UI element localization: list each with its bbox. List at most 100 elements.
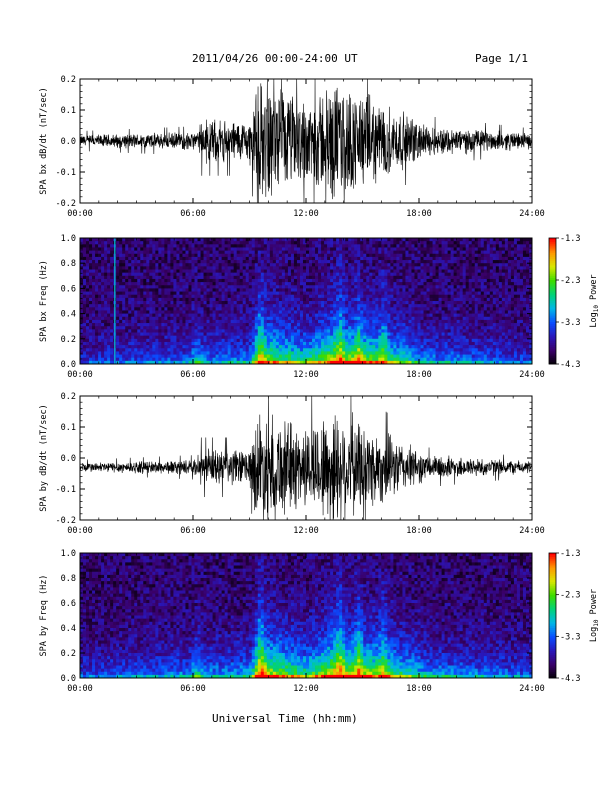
spectrogram-cell [218, 250, 222, 255]
spectrogram-cell [348, 247, 352, 251]
spectrogram-cell [414, 301, 418, 305]
spectrogram-cell [233, 275, 237, 280]
spectrogram-cell [441, 285, 445, 289]
spectrogram-cell [167, 310, 171, 314]
spectrogram-cell [327, 241, 331, 245]
spectrogram-cell [227, 316, 231, 321]
spectrogram-cell [336, 307, 340, 311]
spectrogram-cell [339, 263, 343, 267]
spectrogram-cell [119, 319, 123, 324]
spectrogram-cell [146, 323, 150, 327]
spectrogram-cell [221, 310, 225, 314]
spectrogram-cell [101, 241, 105, 245]
spectrogram-cell [287, 247, 292, 251]
spectrogram-cell [83, 360, 87, 365]
spectrogram-cell [296, 294, 301, 299]
spectrogram-cell [284, 329, 289, 333]
spectrogram-cell [402, 335, 406, 340]
spectrogram-cell [348, 260, 352, 264]
spectrogram-cell [125, 282, 129, 286]
spectrogram-cell [215, 332, 219, 336]
spectrogram-cell [351, 278, 355, 283]
spectrogram-cell [423, 263, 427, 267]
spectrogram-cell [266, 341, 271, 346]
spectrogram-cell [179, 266, 183, 270]
spectrogram-cell [251, 244, 256, 248]
spectrogram-cell [327, 294, 331, 299]
spectrogram-cell [230, 291, 234, 295]
spectrogram-cell [393, 272, 397, 277]
spectrogram-cell [345, 278, 349, 283]
spectrogram-cell [272, 247, 277, 251]
spectrogram-cell [251, 323, 256, 327]
spectrogram-cell [348, 256, 352, 261]
spectrogram-cell [318, 238, 322, 242]
spectrogram-cell [423, 260, 427, 264]
spectrogram-cell [260, 301, 265, 305]
spectrogram-cell [438, 310, 442, 314]
spectrogram-cell [230, 360, 234, 365]
spectrogram-cell [206, 332, 210, 336]
spectrogram-cell [206, 282, 210, 286]
spectrogram-cell [182, 351, 186, 355]
spectrogram-cell [227, 338, 231, 343]
spectrogram-cell [137, 351, 141, 355]
spectrogram-cell [230, 329, 234, 333]
spectrogram-cell [185, 294, 189, 299]
spectrogram-cell [110, 285, 114, 289]
spectrogram-cell [209, 313, 213, 318]
spectrogram-cell [167, 319, 171, 324]
spectrogram-cell [200, 345, 204, 349]
spectrogram-cell [339, 338, 343, 343]
spectrogram-cell [206, 345, 210, 349]
spectrogram-cell [107, 282, 111, 286]
spectrogram-cell [119, 351, 123, 355]
spectrogram-cell [293, 285, 298, 289]
spectrogram-cell [396, 275, 400, 280]
spectrogram-cell [384, 313, 388, 318]
spectrogram-cell [80, 319, 84, 324]
spectrogram-cell [369, 323, 373, 327]
spectrogram-cell [411, 354, 415, 358]
spectrogram-cell [101, 291, 105, 295]
spectrogram-cell [441, 282, 445, 286]
spectrogram-cell [351, 310, 355, 314]
spectrogram-cell [269, 301, 274, 305]
spectrogram-cell [312, 282, 316, 286]
spectrogram-cell [354, 278, 358, 283]
spectrogram-cell [381, 247, 385, 251]
spectrogram-cell [191, 345, 195, 349]
spectrogram-cell [215, 301, 219, 305]
spectrogram-cell [134, 297, 138, 302]
spectrogram-cell [342, 256, 346, 261]
spectrogram-cell [318, 278, 322, 283]
spectrogram-cell [375, 323, 379, 327]
spectrogram-cell [95, 285, 99, 289]
spectrogram-cell [236, 263, 240, 267]
spectrogram-cell [251, 282, 256, 286]
spectrogram-cell [302, 341, 307, 346]
spectrogram-cell [281, 275, 286, 280]
spectrogram-cell [248, 316, 253, 321]
spectrogram-cell [309, 250, 313, 255]
spectrogram-cell [206, 260, 210, 264]
spectrogram-cell [245, 323, 250, 327]
spectrogram-cell [260, 291, 265, 295]
spectrogram-cell [107, 357, 111, 362]
spectrogram-cell [275, 323, 280, 327]
spectrogram-cell [206, 307, 210, 311]
spectrogram-cell [245, 238, 250, 242]
spectrogram-cell [131, 247, 135, 251]
spectrogram-cell [263, 244, 268, 248]
spectrogram-cell [155, 238, 159, 242]
spectrogram-cell [318, 288, 322, 292]
spectrogram-cell [444, 275, 448, 280]
spectrogram-cell [221, 275, 225, 280]
spectrogram-cell [86, 348, 90, 352]
spectrogram-cell [402, 238, 406, 242]
spectrogram-cell [194, 263, 198, 267]
spectrogram-cell [122, 278, 126, 283]
spectrogram-cell [89, 341, 93, 346]
spectrogram-cell [158, 319, 162, 324]
spectrogram-cell [197, 282, 201, 286]
